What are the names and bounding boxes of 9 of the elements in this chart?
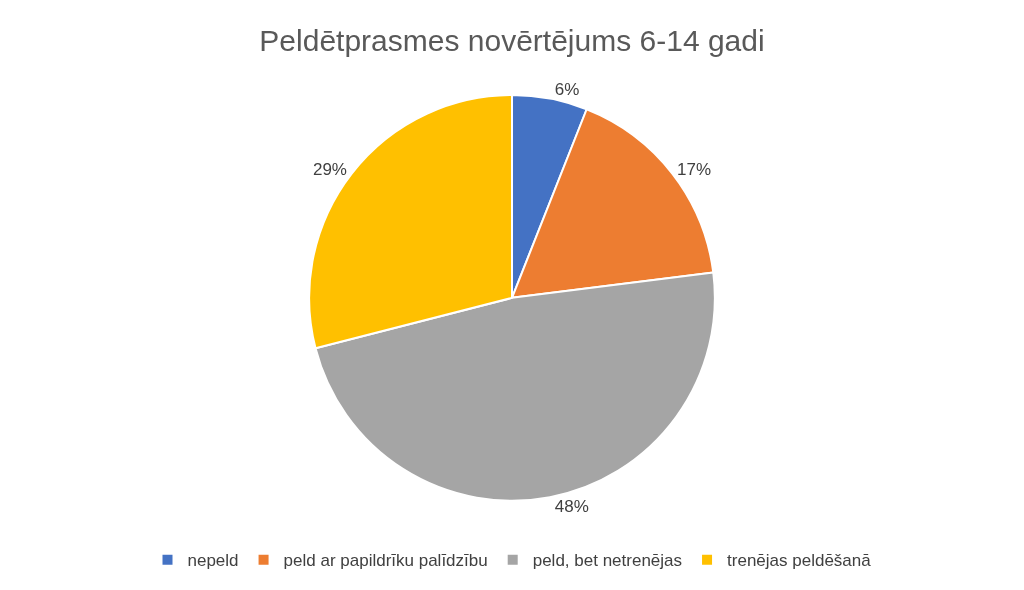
data-label: 48%: [554, 496, 589, 516]
chart-title: Peldētprasmes novērtējums 6-14 gadi: [259, 23, 765, 57]
legend-label: peld, bet netrenējas: [532, 551, 683, 571]
data-label: 6%: [554, 79, 580, 99]
legend-label: peld ar papildrīku palīdzību: [283, 551, 488, 571]
data-label: 29%: [312, 160, 347, 180]
legend-label: nepeld: [187, 551, 239, 571]
legend-label: trenējas peldēšanā: [727, 551, 872, 571]
data-label: 17%: [677, 160, 712, 180]
